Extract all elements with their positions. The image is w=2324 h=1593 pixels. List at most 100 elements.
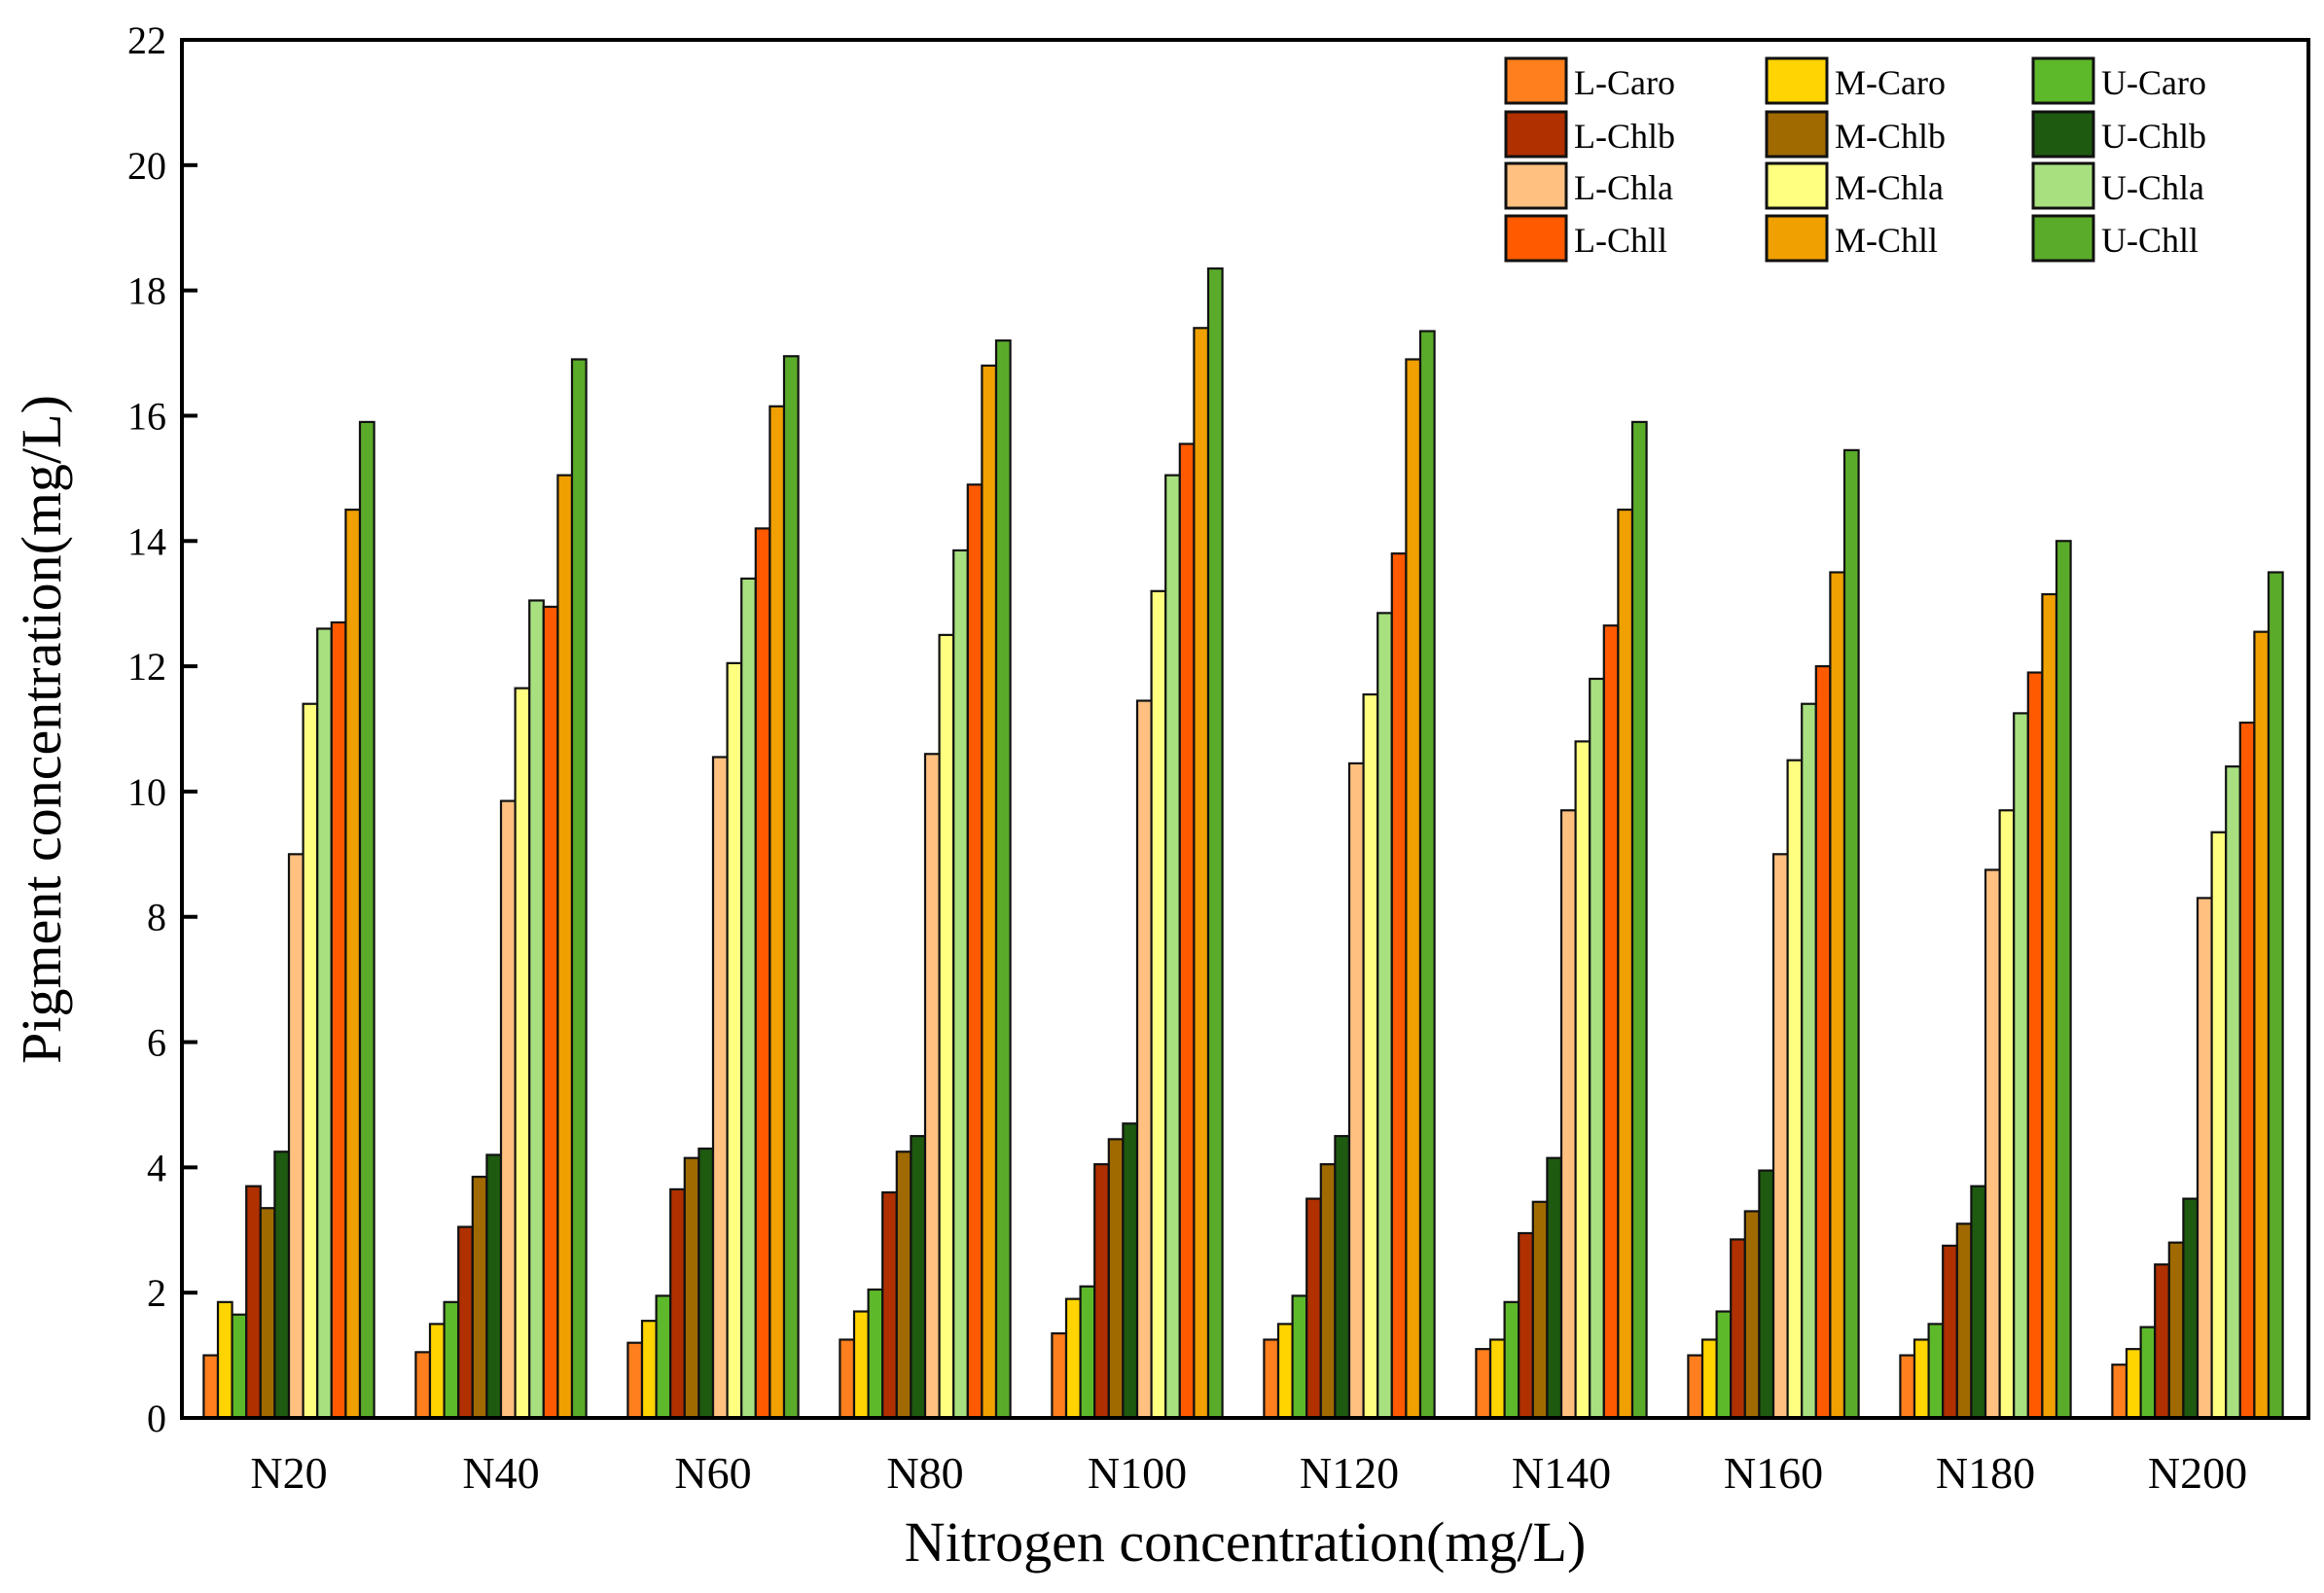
- bar-M-Chll-N140: [1617, 508, 1634, 1420]
- bar-U-Chla-N120: [1377, 612, 1393, 1420]
- bar-M-Chla-N140: [1574, 740, 1591, 1420]
- bar-L-Chla-N180: [1984, 868, 2001, 1420]
- bar-U-Chlb-N100: [1122, 1122, 1139, 1420]
- bar-L-Chll-N200: [2238, 721, 2256, 1420]
- bar-M-Chll-N40: [556, 474, 574, 1420]
- bar-M-Chla-N60: [726, 661, 743, 1420]
- bar-L-Chll-N20: [330, 620, 347, 1420]
- plot-frame: [180, 38, 2310, 1420]
- bar-U-Chla-N180: [2013, 712, 2029, 1420]
- x-tick-label: N200: [2148, 1448, 2247, 1498]
- bar-L-Chlb-N60: [669, 1187, 686, 1420]
- x-tick-label: N20: [250, 1448, 327, 1498]
- y-tick-label: 4: [147, 1146, 166, 1189]
- bar-L-Chlb-N80: [881, 1191, 898, 1420]
- bar-U-Chll-N120: [1418, 330, 1436, 1420]
- bar-M-Chll-N160: [1829, 571, 1846, 1420]
- bar-U-Caro-N160: [1715, 1310, 1733, 1420]
- bar-M-Chla-N80: [938, 633, 955, 1420]
- y-tick-label: 14: [127, 519, 166, 563]
- x-tick-label: N80: [886, 1448, 963, 1498]
- bar-M-Chlb-N40: [471, 1175, 488, 1420]
- bar-M-Caro-N100: [1064, 1297, 1082, 1420]
- bar-M-Chla-N120: [1362, 692, 1379, 1420]
- bar-M-Caro-N140: [1488, 1338, 1506, 1420]
- bar-L-Chla-N60: [711, 756, 729, 1420]
- bar-L-Chll-N80: [966, 483, 983, 1420]
- bar-M-Chlb-N100: [1107, 1138, 1125, 1420]
- bar-U-Chll-N40: [570, 358, 588, 1420]
- bar-M-Caro-N60: [640, 1320, 658, 1420]
- y-tick-label: 6: [147, 1021, 166, 1065]
- bar-U-Chla-N80: [952, 549, 969, 1420]
- bar-U-Chlb-N60: [697, 1147, 715, 1420]
- bar-L-Caro-N120: [1263, 1338, 1280, 1420]
- bar-U-Caro-N20: [231, 1313, 248, 1420]
- bar-U-Chlb-N40: [485, 1153, 503, 1420]
- bar-U-Chla-N20: [316, 627, 333, 1420]
- bar-L-Chla-N140: [1559, 809, 1577, 1420]
- legend-swatch: [1765, 56, 1829, 105]
- bar-U-Caro-N60: [655, 1294, 672, 1420]
- legend-label: L-Chll: [1574, 221, 1667, 260]
- bar-U-Caro-N140: [1503, 1300, 1520, 1420]
- y-tick-label: 18: [127, 269, 166, 313]
- bar-L-Caro-N20: [202, 1354, 220, 1420]
- bar-U-Chla-N140: [1589, 677, 1605, 1420]
- bar-L-Caro-N80: [839, 1338, 856, 1420]
- legend-swatch: [1504, 161, 1568, 210]
- bar-U-Chla-N40: [528, 599, 545, 1420]
- bar-L-Chll-N120: [1390, 552, 1408, 1420]
- bar-L-Caro-N140: [1475, 1348, 1492, 1420]
- bar-M-Chlb-N120: [1319, 1163, 1337, 1420]
- bar-L-Chlb-N200: [2154, 1263, 2170, 1420]
- legend-swatch: [1504, 56, 1568, 105]
- bar-L-Chla-N20: [287, 853, 304, 1420]
- y-tick-label: 12: [127, 645, 166, 689]
- bar-L-Chlb-N120: [1305, 1197, 1322, 1420]
- bar-U-Chll-N20: [358, 420, 375, 1420]
- x-tick-label: N40: [462, 1448, 539, 1498]
- y-tick-label: 0: [147, 1397, 166, 1440]
- bar-M-Chla-N20: [302, 702, 319, 1420]
- bar-M-Chla-N200: [2210, 831, 2228, 1420]
- bar-M-Chll-N120: [1405, 358, 1422, 1420]
- bar-U-Caro-N100: [1079, 1285, 1096, 1420]
- legend-label: M-Caro: [1835, 63, 1946, 102]
- bar-U-Chll-N200: [2267, 571, 2284, 1420]
- y-tick-label: 22: [127, 18, 166, 62]
- x-tick-label: N140: [1512, 1448, 1611, 1498]
- bar-U-Caro-N40: [443, 1300, 460, 1420]
- legend-label: U-Chlb: [2101, 117, 2206, 156]
- y-tick-label: 10: [127, 770, 166, 814]
- bar-U-Chla-N60: [740, 577, 757, 1420]
- bar-U-Chla-N100: [1164, 474, 1181, 1420]
- legend-swatch: [1504, 110, 1568, 159]
- bar-M-Chlb-N140: [1531, 1200, 1549, 1420]
- y-axis-label: Pigment concentration(mg/L): [10, 395, 73, 1064]
- bar-M-Chll-N180: [2041, 592, 2058, 1420]
- bar-M-Chla-N180: [1998, 809, 2016, 1420]
- bar-L-Chlb-N160: [1730, 1238, 1746, 1420]
- bars: [202, 266, 2284, 1420]
- bar-L-Chlb-N140: [1518, 1231, 1534, 1420]
- bar-U-Chlb-N20: [273, 1150, 291, 1420]
- bar-L-Chla-N200: [2196, 897, 2213, 1420]
- bar-L-Chll-N60: [754, 527, 771, 1420]
- x-axis-label: Nitrogen concentration(mg/L): [905, 1510, 1587, 1574]
- bar-U-Chlb-N160: [1758, 1169, 1775, 1420]
- bar-M-Chll-N20: [344, 508, 362, 1420]
- legend-label: U-Chll: [2101, 221, 2199, 260]
- y-tick-label: 8: [147, 896, 166, 939]
- bar-M-Caro-N200: [2125, 1348, 2142, 1420]
- bar-L-Chla-N120: [1347, 761, 1365, 1420]
- bar-L-Chll-N140: [1602, 624, 1620, 1420]
- bar-M-Chll-N80: [981, 364, 998, 1420]
- bar-L-Caro-N60: [626, 1341, 644, 1420]
- bar-M-Caro-N40: [428, 1323, 446, 1420]
- bar-L-Chll-N180: [2026, 671, 2044, 1420]
- bar-M-Chlb-N160: [1743, 1210, 1761, 1420]
- legend-label: M-Chll: [1835, 221, 1938, 260]
- y-tick-label: 2: [147, 1271, 166, 1315]
